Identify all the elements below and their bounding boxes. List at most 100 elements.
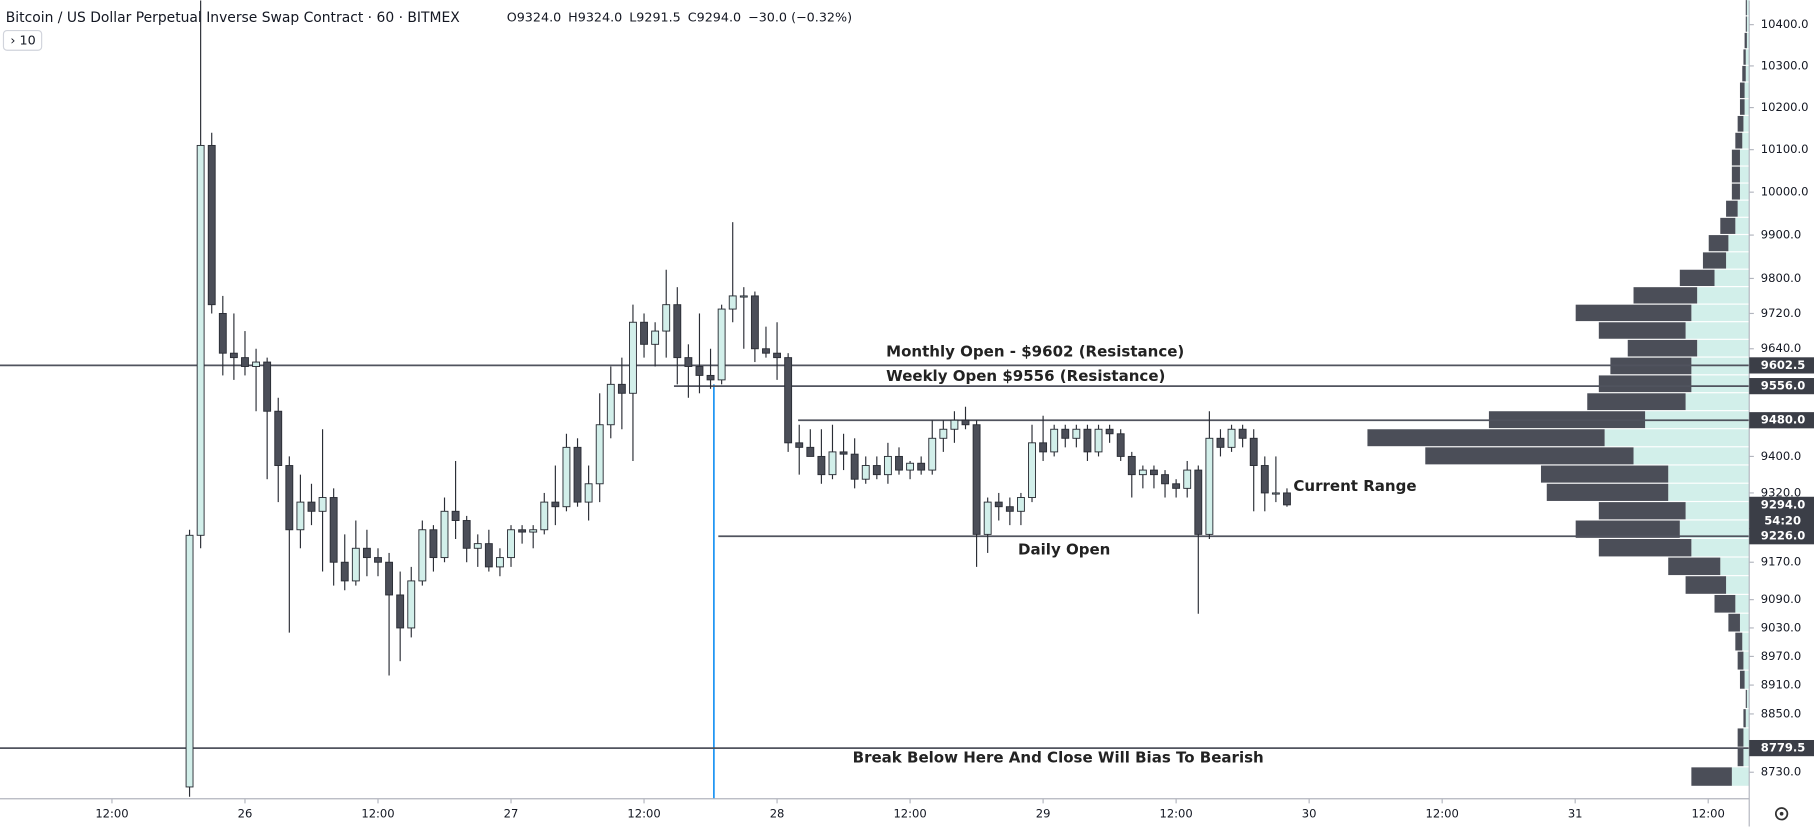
candle-body (773, 352, 781, 359)
gear-center (1779, 811, 1784, 816)
price-label: 9480.0 (1761, 413, 1806, 427)
volume-up (1697, 339, 1750, 357)
candle-body (706, 374, 715, 381)
candle-body (795, 442, 804, 448)
candle-body (285, 465, 294, 531)
volume-down (1737, 651, 1744, 670)
gear[interactable] (1774, 807, 1789, 821)
candle-body (1161, 474, 1169, 485)
volume-up (1744, 99, 1750, 115)
x-tick-label: 31 (1568, 806, 1583, 820)
y-tick-label: 9800.0 (1761, 271, 1801, 285)
volume-up (1742, 632, 1750, 651)
candle-body (1227, 428, 1236, 448)
candle-body (640, 321, 648, 345)
volume-up (1726, 576, 1750, 594)
volume-down (1731, 166, 1740, 183)
volume-down (1679, 269, 1715, 287)
volume-down (1739, 670, 1745, 689)
candle-body (551, 501, 560, 508)
candle-body (629, 321, 637, 394)
volume-up (1746, 32, 1750, 49)
volume-down (1598, 375, 1692, 393)
candle-body (739, 295, 748, 298)
indicator-box[interactable] (2, 29, 43, 51)
volume-down (1627, 339, 1698, 357)
volume-down (1742, 65, 1746, 82)
volume-down (1575, 304, 1692, 322)
candle-body (972, 424, 981, 535)
candle-body (218, 312, 227, 354)
price-label-box (1749, 739, 1814, 757)
candle-body (1194, 469, 1203, 535)
volume-up (1739, 149, 1750, 166)
volume-up (1685, 393, 1750, 411)
legend-value: −30.0 (−0.32%) (748, 9, 852, 24)
y-tick-label: 9720.0 (1761, 306, 1801, 320)
candle-body (850, 453, 859, 480)
candle-body (1005, 506, 1014, 512)
candle-body (695, 366, 704, 376)
candle-body (784, 357, 793, 444)
candle-body (617, 383, 626, 394)
volume-up (1720, 557, 1750, 576)
volume-down (1739, 82, 1745, 99)
ohlc-legend: O9324.0 H9324.0 L9291.5 C9294.0 −30.0 (−0.32… (507, 9, 852, 24)
volume-down (1702, 252, 1727, 269)
settings-icon[interactable] (1774, 807, 1789, 821)
price-label-box (1749, 412, 1814, 429)
volume-down (1745, 16, 1747, 32)
volume-down (1691, 767, 1732, 786)
volume-down (1731, 149, 1740, 166)
candle-body (451, 510, 460, 521)
volume-down (1546, 483, 1669, 501)
candle-body (496, 557, 504, 568)
candle-body (584, 483, 593, 503)
volume-up (1742, 132, 1750, 149)
volume-down (1540, 465, 1669, 483)
volume-up (1714, 269, 1750, 287)
candle-body (872, 465, 881, 476)
candle-body (662, 304, 671, 332)
y-tick-label: 9900.0 (1761, 228, 1801, 242)
candle-body (562, 446, 571, 508)
volume-up (1728, 235, 1750, 252)
current-price-label: 9294.0 (1761, 497, 1806, 511)
volume-up (1745, 49, 1750, 65)
candle-body (385, 561, 394, 596)
y-tick-label: 9030.0 (1761, 620, 1801, 634)
candle-body (961, 419, 970, 426)
x-tick-label: 12:00 (1692, 806, 1725, 820)
volume-down (1633, 287, 1698, 304)
candle-body (1283, 492, 1291, 506)
volume-up (1739, 183, 1750, 200)
candle-body (950, 419, 959, 430)
countdown-label: 54:20 (1764, 514, 1801, 528)
y-tick-label: 9400.0 (1761, 449, 1801, 463)
x-tick-label: 12:00 (1159, 806, 1192, 820)
candle-body (839, 451, 848, 455)
candle-body (817, 455, 826, 476)
x-tick-label: 12:00 (1426, 806, 1459, 820)
candle-body (573, 446, 582, 503)
volume-up (1745, 65, 1750, 82)
candle-body (673, 304, 682, 359)
y-tick-label: 9170.0 (1761, 555, 1801, 569)
candle-body (1249, 437, 1258, 466)
candle-body (983, 501, 992, 535)
price-label-box (1749, 378, 1814, 395)
candle-body (994, 501, 1003, 508)
volume-down (1735, 632, 1743, 651)
candle-body (473, 543, 482, 549)
volume-up (1668, 465, 1750, 483)
volume-down (1743, 49, 1746, 65)
candle-body (296, 501, 305, 531)
indicator-label[interactable]: › 10 (10, 32, 35, 47)
candle-body (429, 529, 438, 559)
x-tick-label: 30 (1302, 806, 1317, 820)
volume-up (1685, 502, 1750, 520)
volume-down (1598, 502, 1686, 520)
volume-down (1743, 709, 1746, 728)
candle-body (1172, 483, 1181, 489)
